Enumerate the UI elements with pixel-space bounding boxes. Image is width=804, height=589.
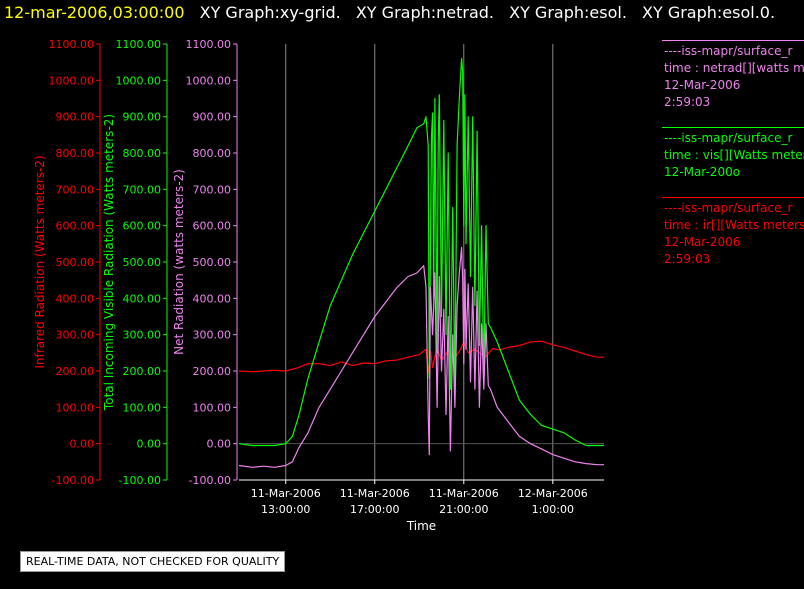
y-tick-label: 700.00 (193, 183, 232, 196)
grid (239, 44, 604, 480)
legend: ----iss-mapr/surface_r time : netrad[][w… (662, 40, 804, 284)
y-axis-label: Net Radiation (watts meters-2) (172, 169, 186, 355)
y-tick-label: 300.00 (123, 329, 162, 342)
y-tick-label: 0.00 (70, 438, 95, 451)
series-line-netrad (238, 246, 604, 468)
x-tick-date: 11-Mar-2006 (429, 487, 499, 500)
y-tick-label: 200.00 (56, 365, 95, 378)
y-tick-label: 500.00 (193, 256, 232, 269)
y-tick-label: 700.00 (123, 183, 162, 196)
timestamp: 12-mar-2006,03:00:00 (4, 3, 185, 22)
legend-date: 12-Mar-2006 (664, 235, 741, 249)
y-axis-label: Infrared Radiation (Watts meters-2) (33, 155, 47, 368)
x-tick-time: 21:00:00 (439, 503, 488, 516)
legend-series: time : netrad[][watts me (664, 61, 804, 75)
series-lines (238, 57, 604, 468)
x-tick-date: 11-Mar-2006 (251, 487, 321, 500)
y-axis-label: Total Incoming Visible Radiation (Watts … (102, 114, 116, 411)
legend-source: ----iss-mapr/surface_r (664, 44, 793, 58)
y-tick-label: 900.00 (56, 111, 95, 124)
legend-series: time : ir[][Watts meters (664, 218, 804, 232)
x-tick-time: 1:00:00 (532, 503, 574, 516)
quality-note: REAL-TIME DATA, NOT CHECKED FOR QUALITY (20, 551, 286, 572)
legend-entry-ir: ----iss-mapr/surface_r time : ir[][Watts… (662, 197, 804, 272)
y-tick-label: -100.00 (52, 474, 94, 487)
graph-title-netrad: XY Graph:netrad. (355, 3, 495, 22)
x-tick-date: 12-Mar-2006 (518, 487, 588, 500)
y-tick-label: 400.00 (123, 292, 162, 305)
y-tick-label: 1100.00 (186, 38, 232, 51)
title-bar: 12-mar-2006,03:00:00 XY Graph:xy-grid. X… (0, 0, 775, 26)
legend-date: 12-Mar-200o (664, 165, 741, 179)
y-tick-label: 200.00 (123, 365, 162, 378)
y-tick-label: 100.00 (193, 401, 232, 414)
y-tick-label: 800.00 (193, 147, 232, 160)
y-tick-label: 100.00 (123, 401, 162, 414)
y-tick-label: 0.00 (137, 438, 162, 451)
y-tick-label: 200.00 (193, 365, 232, 378)
legend-source: ----iss-mapr/surface_r (664, 131, 793, 145)
y-tick-label: 400.00 (56, 292, 95, 305)
x-tick-date: 11-Mar-2006 (340, 487, 410, 500)
y-tick-label: 300.00 (56, 329, 95, 342)
x-axis-label: Time (406, 519, 436, 533)
y-tick-label: -100.00 (189, 474, 231, 487)
legend-time: 2:59:03 (664, 95, 711, 109)
y-tick-label: 500.00 (123, 256, 162, 269)
y-tick-label: 700.00 (56, 183, 95, 196)
legend-date: 12-Mar-2006 (664, 78, 741, 92)
y-tick-label: 800.00 (123, 147, 162, 160)
y-tick-label: 1000.00 (116, 74, 162, 87)
y-tick-label: 1100.00 (116, 38, 162, 51)
legend-entry-vis: ----iss-mapr/surface_r time : vis[][Watt… (662, 127, 804, 185)
y-tick-label: 600.00 (56, 220, 95, 233)
y-tick-label: -100.00 (119, 474, 161, 487)
y-tick-label: 400.00 (193, 292, 232, 305)
y-tick-label: 900.00 (123, 111, 162, 124)
graph-title-esol-0: XY Graph:esol.0. (642, 3, 776, 22)
y-tick-label: 500.00 (56, 256, 95, 269)
series-line-vis (238, 57, 604, 447)
axes: -100.00 0.00 100.00 200.00 300.00 400.00 500.0… (33, 38, 604, 533)
graph-title-xy-grid: XY Graph:xy-grid. (199, 3, 341, 22)
y-tick-label: 600.00 (123, 220, 162, 233)
y-tick-label: 600.00 (193, 220, 232, 233)
x-tick-time: 13:00:00 (261, 503, 310, 516)
y-tick-label: 1000.00 (49, 74, 95, 87)
legend-source: ----iss-mapr/surface_r (664, 201, 793, 215)
y-tick-label: 800.00 (56, 147, 95, 160)
legend-time: 2:59:03 (664, 252, 711, 266)
y-tick-label: 0.00 (207, 438, 232, 451)
y-tick-label: 100.00 (56, 401, 95, 414)
y-tick-label: 1000.00 (186, 74, 232, 87)
legend-entry-netrad: ----iss-mapr/surface_r time : netrad[][w… (662, 40, 804, 115)
series-line-ir (238, 340, 604, 374)
graph-title-esol: XY Graph:esol. (509, 3, 627, 22)
x-tick-time: 17:00:00 (350, 503, 399, 516)
y-tick-label: 300.00 (193, 329, 232, 342)
y-tick-label: 900.00 (193, 111, 232, 124)
y-tick-label: 1100.00 (49, 38, 95, 51)
legend-series: time : vis[][Watts meter (664, 148, 804, 162)
